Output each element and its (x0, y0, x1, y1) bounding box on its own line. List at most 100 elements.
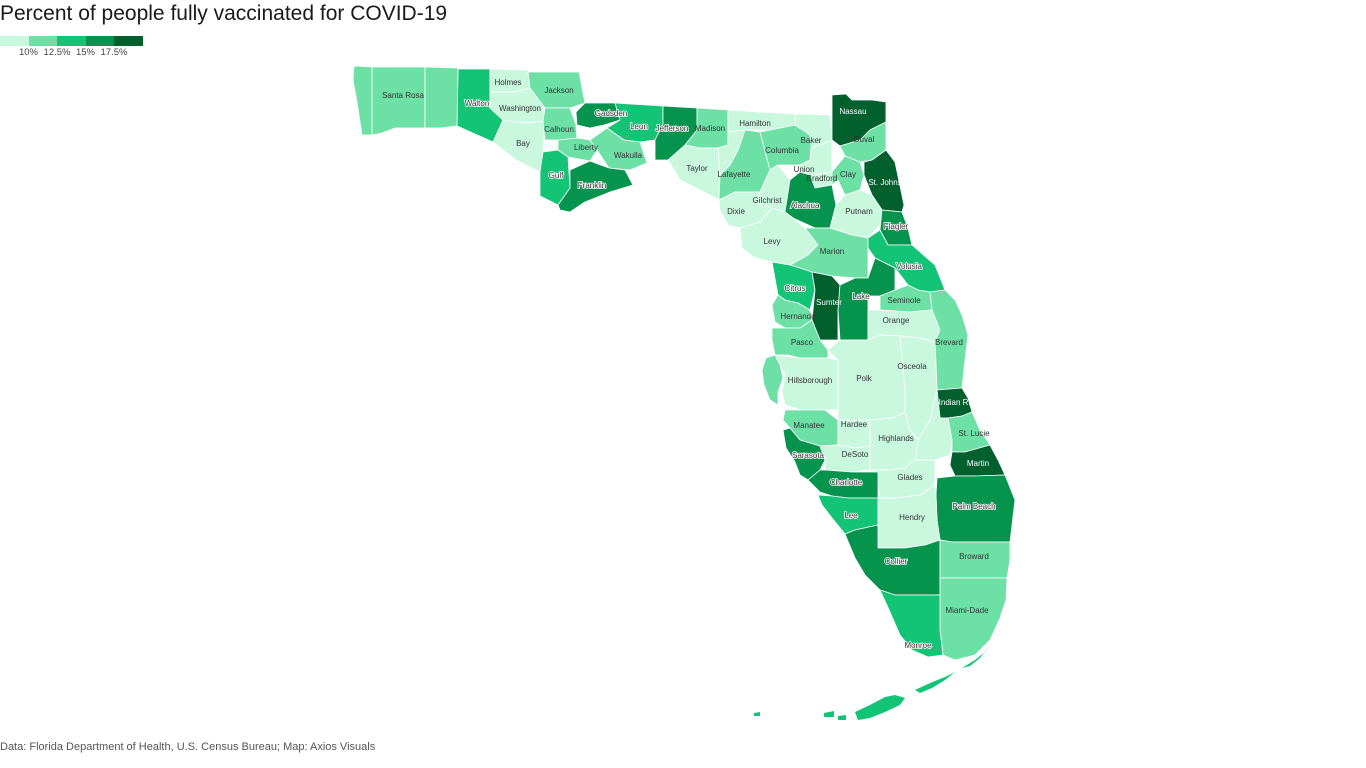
county-label-palm-beach: Palm Beach (952, 502, 995, 511)
county-label-st-johns: St. Johns (868, 178, 901, 187)
county-label-jackson: Jackson (544, 86, 573, 95)
county-label-citrus: Citrus (785, 284, 806, 293)
county-label-leon: Leon (630, 122, 648, 131)
county-label-volusia: Volusia (896, 262, 922, 271)
county-pasco (771, 319, 829, 359)
legend-swatch (57, 36, 86, 46)
county-label-clay: Clay (840, 170, 856, 179)
county-label-franklin: Franklin (578, 181, 606, 190)
county-label-collier: Collier (885, 557, 908, 566)
legend-tick: 15% (75, 47, 96, 58)
keys-island-shape (824, 711, 834, 717)
county-label-flagler: Flagler (884, 222, 909, 231)
keys-island-shape (754, 712, 760, 716)
legend-tick: 10% (18, 47, 39, 58)
legend-tick: 12.5% (43, 47, 71, 58)
county-label-duval: Duval (854, 135, 875, 144)
county-suwannee (717, 129, 746, 176)
keys-island-shape (855, 695, 905, 720)
county-label-miami-dade: Miami-Dade (945, 606, 989, 615)
county-okaloosa (424, 66, 459, 129)
county-label-nassau: Nassau (839, 107, 866, 116)
county-shapes (352, 65, 1016, 661)
county-label-osceola: Osceola (897, 362, 927, 371)
county-okeechobee (914, 389, 953, 461)
county-label-baker: Baker (801, 136, 822, 145)
county-label-monroe: Monroe (904, 641, 932, 650)
county-label-gulf: Gulf (549, 171, 564, 180)
legend: 10% 12.5% 15% 17.5% (0, 36, 143, 60)
county-escambia (352, 65, 373, 136)
county-label-sarasota: Sarasota (792, 451, 825, 460)
county-label-taylor: Taylor (686, 164, 708, 173)
county-label-bradford: Bradford (807, 174, 838, 183)
county-label-polk: Polk (856, 374, 873, 383)
county-label-columbia: Columbia (765, 146, 799, 155)
legend-tick: 17.5% (100, 47, 128, 58)
county-label-levy: Levy (764, 237, 781, 246)
legend-ticks: 10% 12.5% 15% 17.5% (0, 46, 143, 60)
county-label-madison: Madison (695, 124, 725, 133)
county-label-orange: Orange (883, 316, 910, 325)
legend-swatch (85, 36, 114, 46)
county-label-union: Union (794, 165, 815, 174)
county-label-seminole: Seminole (887, 296, 921, 305)
county-label-jefferson: Jefferson (656, 124, 689, 133)
county-label-dixie: Dixie (727, 207, 745, 216)
keys-island-shape (915, 672, 955, 693)
county-label-glades: Glades (897, 473, 922, 482)
county-label-lee: Lee (844, 511, 858, 520)
county-label-highlands: Highlands (878, 434, 914, 443)
county-sumter (811, 271, 841, 341)
county-label-sumter: Sumter (816, 298, 842, 307)
county-label-desoto: DeSoto (842, 450, 869, 459)
county-label-hillsborough: Hillsborough (788, 376, 832, 385)
county-label-holmes: Holmes (494, 78, 521, 87)
county-label-gadsden: Gadsden (595, 109, 627, 118)
county-label-manatee: Manatee (793, 421, 825, 430)
county-label-charlotte: Charlotte (830, 478, 863, 487)
county-label-st-lucie: St. Lucie (958, 429, 990, 438)
county-label-indian-river: Indian River (939, 398, 982, 407)
county-label-alachua: Alachua (791, 201, 820, 210)
county-label-santa-rosa: Santa Rosa (382, 91, 424, 100)
county-pinellas (761, 354, 784, 406)
county-label-gilchrist: Gilchrist (753, 196, 783, 205)
county-charlotte (807, 469, 879, 499)
county-label-hendry: Hendry (899, 513, 925, 522)
county-label-hernando: Hernando (780, 312, 816, 321)
county-label-broward: Broward (959, 552, 989, 561)
legend-swatch (28, 36, 57, 46)
county-label-liberty: Liberty (574, 143, 598, 152)
county-label-washington: Washington (499, 104, 541, 113)
county-santa-rosa (371, 66, 426, 136)
legend-swatch (0, 36, 29, 46)
legend-swatch (114, 36, 143, 46)
county-label-putnam: Putnam (845, 207, 873, 216)
county-label-martin: Martin (967, 459, 989, 468)
county-calhoun (542, 107, 578, 141)
source-note: Data: Florida Department of Health, U.S.… (0, 741, 376, 753)
county-label-walton: Walton (465, 99, 490, 108)
legend-swatches (0, 36, 143, 46)
keys-island-shape (838, 715, 846, 720)
county-franklin (557, 160, 634, 213)
county-label-calhoun: Calhoun (544, 125, 574, 134)
county-label-bay: Bay (516, 139, 530, 148)
county-label-hamilton: Hamilton (739, 119, 771, 128)
county-monroe (879, 589, 944, 658)
county-label-wakulla: Wakulla (614, 151, 643, 160)
county-st-johns (863, 149, 905, 213)
county-label-lafayette: Lafayette (718, 170, 751, 179)
map-title: Percent of people fully vaccinated for C… (0, 2, 448, 25)
keys-islands (754, 645, 990, 720)
county-label-brevard: Brevard (935, 338, 963, 347)
county-wakulla (589, 127, 648, 171)
county-label-lake: Lake (852, 292, 870, 301)
county-label-marion: Marion (820, 247, 844, 256)
county-label-hardee: Hardee (841, 420, 868, 429)
county-label-pasco: Pasco (791, 338, 814, 347)
county-miami-dade (939, 577, 1008, 661)
